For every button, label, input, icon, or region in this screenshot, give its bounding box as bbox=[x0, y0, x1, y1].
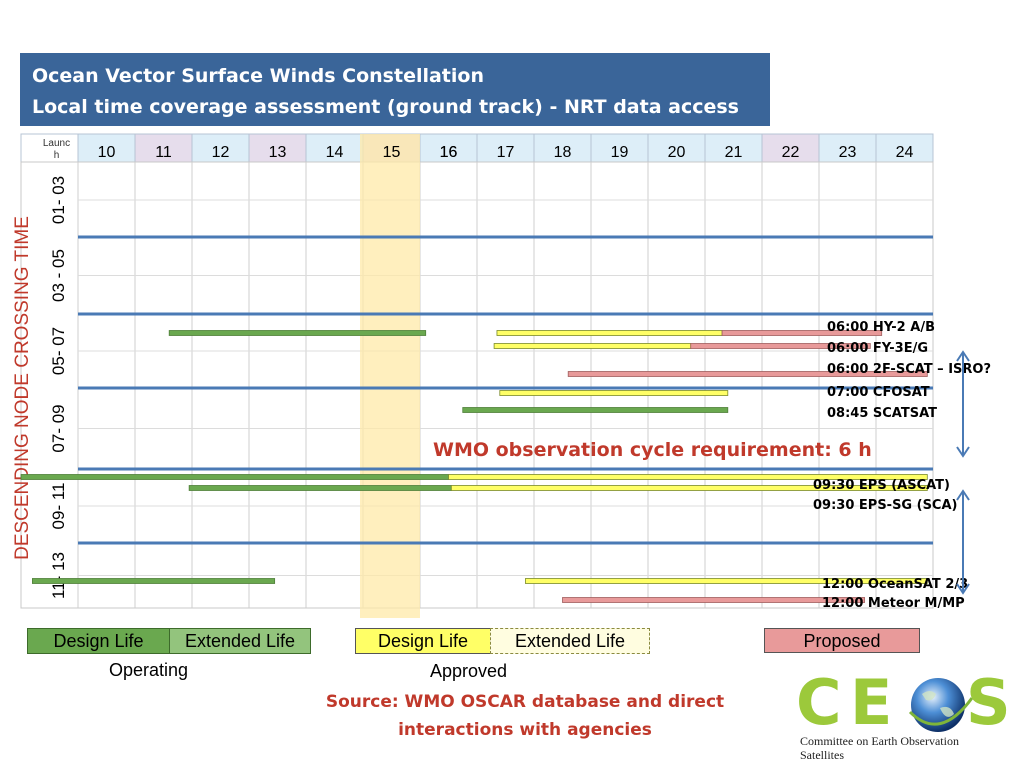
bar-proposed bbox=[567, 371, 928, 377]
header-cell bbox=[77, 133, 136, 163]
satellite-annotation: 09:30 EPS (ASCAT) bbox=[813, 478, 950, 493]
bar-proposed bbox=[690, 343, 871, 349]
bar-approved bbox=[448, 474, 928, 480]
bar-proposed bbox=[721, 330, 883, 336]
header-cell bbox=[590, 133, 649, 163]
x-tick-label: 20 bbox=[668, 144, 686, 161]
header-cell bbox=[875, 133, 934, 163]
header-cell bbox=[704, 133, 763, 163]
legend-operating-extended: Extended Life bbox=[169, 628, 311, 654]
x-tick-label: 18 bbox=[554, 144, 572, 161]
header-launch-label: Launc bbox=[43, 138, 70, 149]
x-tick-label: 10 bbox=[98, 144, 116, 161]
x-tick-label: 16 bbox=[440, 144, 458, 161]
x-tick-label-highlighted: 16 bbox=[440, 144, 458, 161]
x-tick-label: 17 bbox=[497, 144, 515, 161]
bar-operating bbox=[188, 485, 452, 491]
source-note: Source: WMO OSCAR database and direct in… bbox=[300, 688, 750, 744]
x-tick-label: 12 bbox=[212, 144, 230, 161]
x-tick-label: 22 bbox=[782, 144, 800, 161]
ceos-logo: C E S bbox=[796, 672, 1011, 734]
chart-title-box: Ocean Vector Surface Winds Constellation… bbox=[20, 53, 770, 126]
x-tick-label: 11 bbox=[155, 144, 172, 161]
y-axis-title: DESCENDING NODE CROSSING TIME bbox=[12, 216, 33, 560]
y-band-label: 01- 03 bbox=[49, 176, 68, 224]
bar-operating bbox=[20, 474, 449, 480]
y-band-label: 11- 13 bbox=[49, 552, 68, 599]
y-band-label: 07- 09 bbox=[49, 404, 68, 452]
header-cell bbox=[134, 133, 193, 163]
x-tick-label: 23 bbox=[839, 144, 857, 161]
satellite-annotation: 06:00 2F-SCAT – ISRO? bbox=[827, 362, 991, 377]
bar-approved bbox=[525, 578, 928, 584]
x-tick-label-highlighted: 15 bbox=[383, 144, 401, 161]
x-tick-label: 24 bbox=[896, 144, 914, 161]
header-cell bbox=[533, 133, 592, 163]
header-cell bbox=[248, 133, 307, 163]
source-line1: Source: WMO OSCAR database and direct bbox=[325, 692, 725, 712]
svg-text:S: S bbox=[966, 672, 1011, 734]
legend-approved-label: Approved bbox=[430, 661, 508, 681]
bar-operating bbox=[32, 578, 276, 584]
bar-approved bbox=[499, 390, 729, 396]
legend-operating-label: Operating bbox=[109, 660, 189, 680]
chart-title-line1: Ocean Vector Surface Winds Constellation bbox=[32, 65, 484, 87]
range-arrow-lower-head-top bbox=[956, 489, 970, 501]
wmo-requirement-text: WMO observation cycle requirement: 6 h bbox=[433, 439, 872, 461]
x-tick-label: 14 bbox=[326, 144, 344, 161]
source-line2: interactions with agencies bbox=[398, 720, 652, 740]
range-arrow-upper-head-top bbox=[956, 350, 970, 362]
header-cell bbox=[761, 133, 820, 163]
satellite-annotation: 06:00 FY-3E/G bbox=[827, 341, 928, 356]
bar-approved bbox=[496, 330, 723, 336]
svg-text:E: E bbox=[850, 672, 892, 734]
satellite-annotation: 07:00 CFOSAT bbox=[827, 385, 930, 400]
legend-approved-design: Design Life bbox=[355, 628, 491, 654]
range-arrow-upper-head-bottom bbox=[956, 446, 970, 458]
header-cell bbox=[20, 133, 79, 163]
chart-title-line2: Local time coverage assessment (ground t… bbox=[32, 96, 739, 118]
header-cell bbox=[305, 133, 364, 163]
bar-proposed bbox=[562, 597, 866, 603]
bar-approved bbox=[450, 485, 928, 491]
satellite-annotation: 12:00 Meteor M/MP bbox=[822, 596, 965, 611]
satellite-annotation: 09:30 EPS-SG (SCA) bbox=[813, 498, 957, 513]
satellite-annotation: 12:00 OceanSAT 2/3 bbox=[822, 577, 968, 592]
legend-operating-design: Design Life bbox=[27, 628, 170, 654]
highlight-band bbox=[360, 134, 420, 618]
legend-approved-extended: Extended Life bbox=[490, 628, 650, 654]
y-band-label: 09- 11 bbox=[49, 483, 68, 530]
y-band-label: 03 - 05 bbox=[49, 249, 68, 302]
satellite-annotation: 08:45 SCATSAT bbox=[827, 406, 937, 421]
y-band-label: 05- 07 bbox=[49, 327, 68, 375]
x-tick-label: 19 bbox=[611, 144, 629, 161]
bar-operating bbox=[462, 407, 729, 413]
bar-operating bbox=[168, 330, 427, 336]
satellite-annotation: 06:00 HY-2 A/B bbox=[827, 320, 935, 335]
svg-text:C: C bbox=[796, 672, 842, 734]
legend-proposed: Proposed bbox=[764, 628, 920, 653]
x-tick-label: 21 bbox=[725, 144, 743, 161]
x-tick-label: 13 bbox=[269, 144, 287, 161]
bar-approved bbox=[493, 343, 692, 349]
range-arrow-lower-head-bottom bbox=[956, 583, 970, 595]
header-launch-label: h bbox=[54, 150, 60, 161]
ceos-caption: Committee on Earth Observation Satellite… bbox=[800, 734, 959, 762]
